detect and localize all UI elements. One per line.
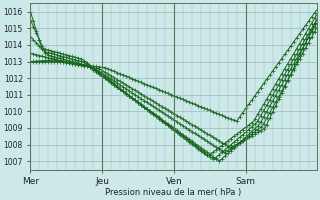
X-axis label: Pression niveau de la mer( hPa ): Pression niveau de la mer( hPa ) (105, 188, 242, 197)
